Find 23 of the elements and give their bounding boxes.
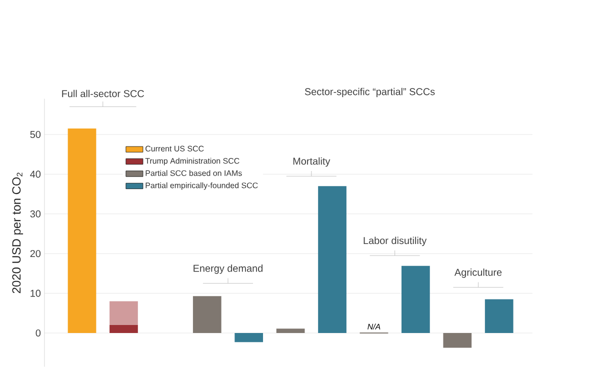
bar: [402, 266, 430, 333]
annotation: Mortality: [293, 157, 330, 167]
y-tick-label: 30: [30, 210, 41, 218]
bar: [234, 333, 264, 342]
bar: [318, 186, 346, 333]
annotation: Labor disutility: [364, 236, 427, 246]
bar: [276, 328, 305, 333]
text: Sector-specific “partial” SCCs: [304, 88, 435, 98]
bar: [110, 301, 138, 326]
y-tick-label: 10: [30, 290, 41, 297]
bar: [484, 299, 514, 333]
bar: [68, 128, 96, 333]
y-tick-label: 40: [30, 170, 41, 178]
y-axis-title: 2020 USD per ton CO$_{2}$: [12, 172, 24, 294]
y-tick-label: 0: [36, 329, 41, 337]
bar: [110, 325, 138, 333]
bar: [192, 296, 222, 333]
bar: [443, 333, 472, 348]
annotation: Energy demand: [194, 264, 263, 274]
y-tick-label: 20: [30, 250, 41, 258]
y-tick-label: 50: [30, 130, 41, 138]
text: Full all-sector SCC: [62, 90, 144, 98]
annotation: Agriculture: [454, 268, 502, 278]
